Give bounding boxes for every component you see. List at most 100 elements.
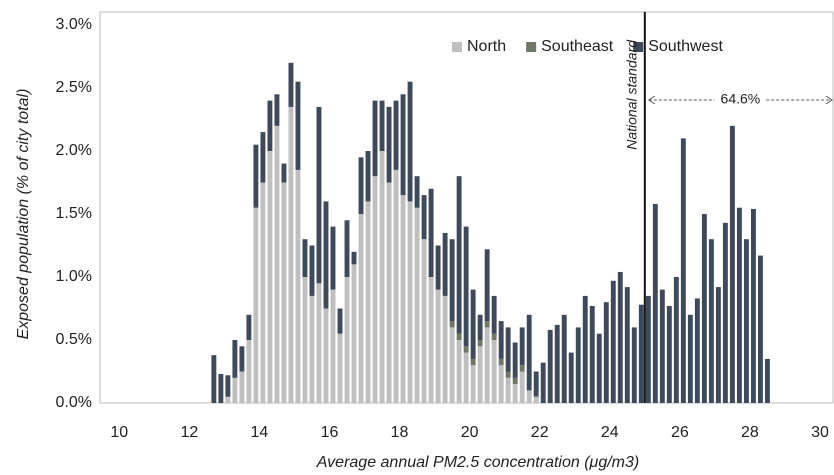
legend-swatch	[452, 42, 462, 52]
bar	[407, 201, 413, 403]
bar	[246, 314, 252, 340]
bar	[225, 396, 231, 403]
bar	[701, 214, 707, 403]
x-tick-label: 18	[391, 424, 409, 441]
bar	[442, 295, 448, 403]
bar	[729, 125, 735, 404]
bar	[421, 239, 427, 403]
x-tick-label: 14	[251, 424, 269, 441]
bar	[610, 280, 616, 403]
bar	[680, 138, 686, 403]
bar	[477, 314, 483, 340]
x-axis-label: Average annual PM2.5 concentration (μg/m…	[316, 454, 639, 471]
bar	[519, 365, 525, 372]
bar	[267, 151, 273, 403]
bar	[442, 232, 448, 296]
x-tick-label: 20	[461, 424, 479, 441]
bar	[449, 321, 455, 328]
bar	[512, 377, 518, 385]
bar	[239, 371, 245, 403]
bar	[498, 321, 504, 359]
bar	[757, 255, 763, 403]
bar	[477, 340, 483, 347]
y-tick-label: 1.5%	[56, 205, 92, 222]
bar	[428, 277, 434, 403]
bar	[323, 201, 329, 309]
bar	[274, 125, 280, 404]
bar	[281, 182, 287, 403]
y-tick-label: 0.5%	[56, 331, 92, 348]
bar	[505, 377, 511, 403]
bar	[330, 289, 336, 403]
bar	[365, 201, 371, 403]
bar	[302, 277, 308, 403]
bar	[505, 327, 511, 372]
y-tick-label: 3.0%	[56, 16, 92, 33]
bar	[582, 295, 588, 403]
bar	[309, 245, 315, 296]
bar	[764, 358, 770, 403]
x-tick-label: 28	[741, 424, 759, 441]
bar	[435, 289, 441, 403]
bar	[603, 302, 609, 403]
bar	[358, 157, 364, 214]
bar	[463, 352, 469, 403]
bar	[470, 365, 476, 403]
bar	[288, 106, 294, 404]
bar	[498, 358, 504, 366]
bar	[659, 289, 665, 403]
bar	[435, 245, 441, 290]
bar	[477, 346, 483, 403]
bar	[505, 371, 511, 378]
bar	[351, 264, 357, 403]
x-tick-label: 12	[180, 424, 198, 441]
bar	[673, 277, 679, 403]
x-tick-label: 26	[671, 424, 689, 441]
bar	[491, 295, 497, 334]
y-axis-label: Exposed population (% of city total)	[15, 89, 32, 340]
bar	[225, 375, 231, 397]
bar	[428, 188, 434, 277]
bar	[463, 346, 469, 353]
bar	[274, 94, 280, 126]
x-tick-label: 24	[601, 424, 619, 441]
y-tick-label: 1.0%	[56, 268, 92, 285]
y-tick-label: 0.0%	[56, 394, 92, 411]
bar	[715, 287, 721, 403]
bar	[218, 374, 224, 403]
bar	[575, 327, 581, 403]
bar	[456, 340, 462, 403]
bar	[484, 321, 490, 328]
bar	[316, 106, 322, 284]
bar	[302, 239, 308, 277]
bar	[722, 222, 728, 403]
bar	[414, 176, 420, 208]
bar	[708, 239, 714, 403]
bar	[400, 94, 406, 196]
bar	[323, 308, 329, 403]
bar	[232, 377, 238, 403]
legend-swatch	[526, 42, 537, 52]
bar	[456, 333, 462, 340]
annotation-label: 64.6%	[721, 91, 761, 107]
bar	[393, 100, 399, 170]
bar	[750, 208, 756, 403]
bar	[617, 271, 623, 403]
bar	[561, 314, 567, 403]
bar	[666, 305, 672, 403]
bar	[519, 327, 525, 366]
bar	[484, 249, 490, 322]
arrow-head	[647, 95, 656, 105]
bar	[519, 371, 525, 403]
bar	[547, 329, 553, 403]
bar	[281, 163, 287, 183]
bar	[589, 305, 595, 403]
bar	[288, 62, 294, 107]
bar	[470, 289, 476, 359]
bar	[414, 207, 420, 403]
bar	[316, 283, 322, 403]
bar	[400, 195, 406, 403]
bar	[337, 333, 343, 403]
bar	[554, 324, 560, 403]
